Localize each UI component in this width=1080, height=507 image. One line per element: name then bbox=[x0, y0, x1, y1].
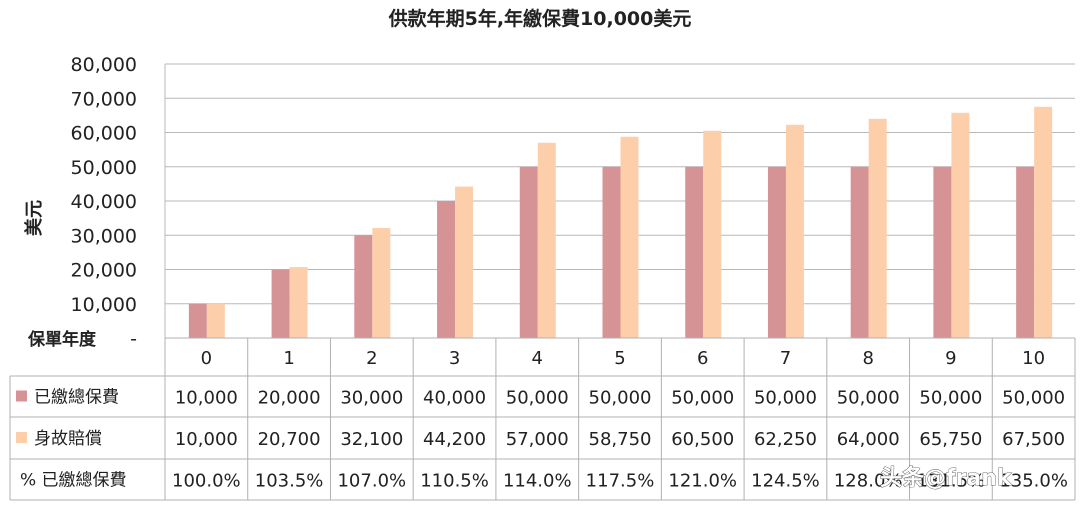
x-tick-label: 8 bbox=[862, 348, 873, 369]
x-tick-label: 6 bbox=[697, 348, 708, 369]
chart-title: 供款年期5年,年繳保費10,000美元 bbox=[388, 7, 692, 30]
data-label: 131.5% bbox=[917, 471, 986, 492]
bar bbox=[951, 112, 970, 339]
data-label: 60,500 bbox=[671, 429, 734, 450]
data-label: 107.0% bbox=[337, 471, 406, 492]
legend-label: 已繳總保費 bbox=[34, 388, 119, 408]
y-tick-label: 40,000 bbox=[71, 191, 137, 213]
data-label: 62,250 bbox=[754, 429, 817, 450]
data-label: 114.0% bbox=[503, 471, 572, 492]
y-tick-label: 10,000 bbox=[71, 294, 137, 316]
data-label: 65,750 bbox=[919, 429, 982, 450]
data-label: 10,000 bbox=[175, 388, 238, 409]
data-label: 32,100 bbox=[340, 429, 403, 450]
x-tick-label: 3 bbox=[449, 348, 460, 369]
data-label: 40,000 bbox=[423, 388, 486, 409]
data-label: 50,000 bbox=[671, 388, 734, 409]
bar bbox=[206, 303, 225, 338]
bar bbox=[188, 303, 207, 338]
y-axis-ticks: 80,000 70,000 60,000 50,000 40,000 30,000 20,0… bbox=[71, 54, 137, 350]
data-label: 50,000 bbox=[837, 388, 900, 409]
y-tick-label: 20,000 bbox=[71, 260, 137, 282]
x-axis-label: 保單年度 bbox=[27, 329, 97, 350]
data-label: 103.5% bbox=[255, 471, 324, 492]
y-tick-label: - bbox=[130, 328, 137, 350]
data-label: 64,000 bbox=[837, 429, 900, 450]
bar bbox=[372, 228, 391, 338]
bar bbox=[455, 186, 474, 338]
y-tick-label: 60,000 bbox=[71, 123, 137, 145]
data-label: 58,750 bbox=[589, 429, 652, 450]
bar bbox=[685, 166, 704, 338]
legend-swatch bbox=[16, 432, 27, 443]
data-label: 57,000 bbox=[506, 429, 569, 450]
row-label: % 已繳總保費 bbox=[20, 471, 127, 491]
bar bbox=[537, 142, 556, 338]
y-tick-label: 50,000 bbox=[71, 157, 137, 179]
bar bbox=[850, 166, 869, 338]
legend-swatch bbox=[16, 390, 27, 402]
bar bbox=[703, 130, 722, 338]
data-label: 50,000 bbox=[589, 388, 652, 409]
bar bbox=[289, 267, 308, 338]
bar bbox=[620, 136, 639, 338]
data-label: 100.0% bbox=[172, 471, 241, 492]
y-tick-label: 30,000 bbox=[71, 225, 137, 247]
bar bbox=[1034, 106, 1053, 338]
data-label: 121.0% bbox=[668, 471, 737, 492]
data-label: 50,000 bbox=[754, 388, 817, 409]
data-label: 50,000 bbox=[506, 388, 569, 409]
bar bbox=[785, 124, 804, 338]
x-tick-label: 5 bbox=[614, 348, 625, 369]
bar bbox=[271, 269, 290, 338]
data-label: 44,200 bbox=[423, 429, 486, 450]
data-label: 20,700 bbox=[258, 429, 321, 450]
watermark: 头条@frank bbox=[880, 465, 1013, 491]
data-label: 135.0% bbox=[999, 471, 1068, 492]
x-tick-label: 2 bbox=[366, 348, 377, 369]
data-label: 67,500 bbox=[1002, 429, 1065, 450]
legend-label: 身故賠償 bbox=[34, 429, 102, 449]
x-tick-label: 9 bbox=[945, 348, 956, 369]
bar bbox=[354, 235, 373, 338]
data-label: 50,000 bbox=[1002, 388, 1065, 409]
data-label: 117.5% bbox=[586, 471, 655, 492]
data-label: 50,000 bbox=[919, 388, 982, 409]
bars bbox=[188, 106, 1053, 339]
y-tick-label: 70,000 bbox=[71, 88, 137, 110]
data-table: 0 1 2 3 4 5 6 7 8 9 10 已繳總保費 10,000 20,000 30,000 40,00… bbox=[9, 337, 1076, 501]
bar bbox=[767, 166, 786, 338]
data-label: 30,000 bbox=[340, 388, 403, 409]
bar bbox=[1016, 166, 1035, 338]
bar bbox=[519, 166, 538, 338]
x-tick-label: 7 bbox=[780, 348, 791, 369]
data-label: 128.0% bbox=[834, 471, 903, 492]
data-label: 10,000 bbox=[175, 429, 238, 450]
data-label: 110.5% bbox=[420, 471, 489, 492]
y-tick-label: 80,000 bbox=[71, 54, 137, 76]
y-axis-label: 美元 bbox=[23, 200, 45, 236]
bar bbox=[868, 118, 887, 338]
x-tick-label: 1 bbox=[283, 348, 294, 369]
bar bbox=[437, 201, 456, 338]
x-tick-label: 4 bbox=[532, 348, 543, 369]
data-label: 124.5% bbox=[751, 471, 820, 492]
data-label: 20,000 bbox=[258, 388, 321, 409]
x-tick-label: 0 bbox=[201, 348, 212, 369]
x-tick-label: 10 bbox=[1022, 348, 1045, 369]
bar bbox=[602, 166, 621, 338]
bar bbox=[933, 166, 952, 338]
